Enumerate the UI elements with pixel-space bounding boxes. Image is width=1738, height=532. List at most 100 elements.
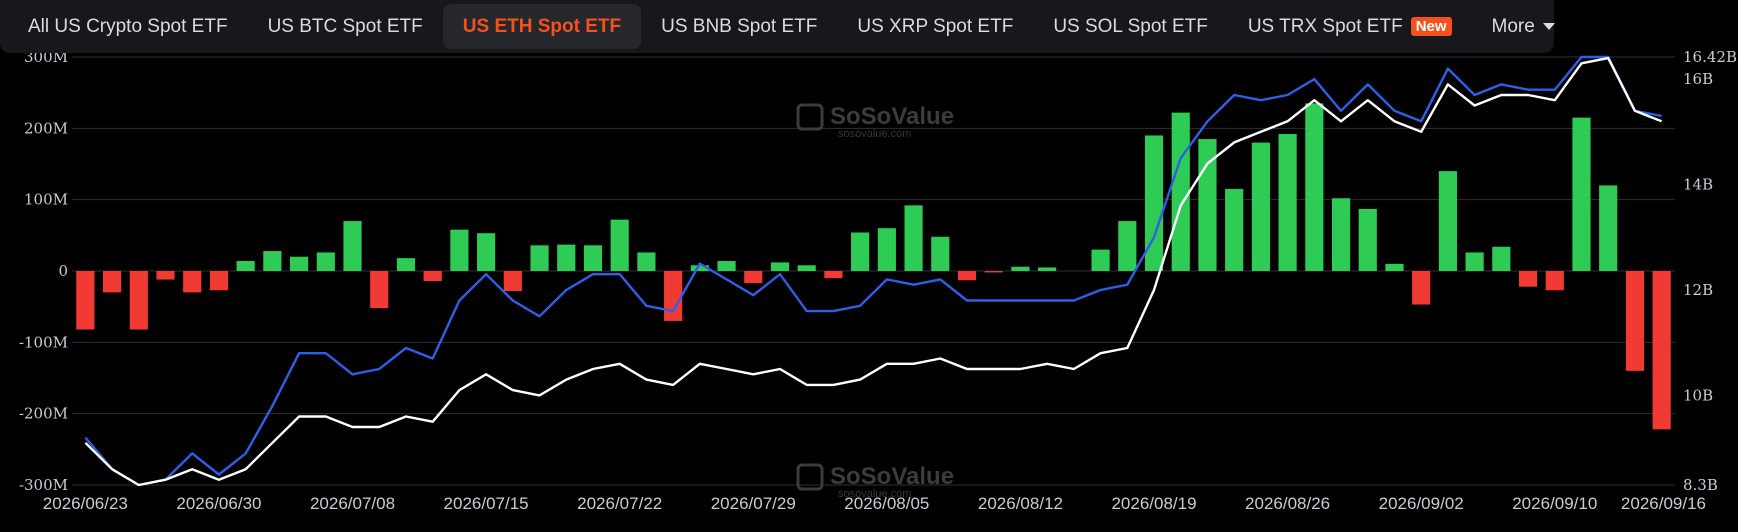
tab-us-eth-spot-etf[interactable]: US ETH Spot ETF bbox=[442, 4, 642, 49]
flow-bar[interactable] bbox=[717, 261, 736, 271]
watermark-url: sosovalue.com bbox=[838, 128, 911, 140]
flow-bar[interactable] bbox=[984, 271, 1003, 273]
flow-bar[interactable] bbox=[931, 236, 950, 271]
flow-bar[interactable] bbox=[129, 271, 148, 330]
flow-bar[interactable] bbox=[423, 271, 442, 281]
flow-bar[interactable] bbox=[102, 271, 122, 293]
x-axis-labels: 2026/06/23 2026/06/30 2026/07/08 2026/07/15… bbox=[43, 494, 1706, 513]
left-axis-tick-label: 200M bbox=[24, 119, 68, 137]
flow-bar[interactable] bbox=[1492, 246, 1511, 271]
flow-bar[interactable] bbox=[1038, 267, 1057, 271]
flow-bar[interactable] bbox=[76, 271, 95, 330]
flow-bar[interactable] bbox=[290, 256, 309, 271]
flow-bar[interactable] bbox=[343, 221, 362, 271]
x-axis-tick-label: 2026/09/16 bbox=[1621, 494, 1706, 513]
flow-bar[interactable] bbox=[1331, 198, 1351, 271]
left-axis-tick-label: -200M bbox=[19, 405, 68, 423]
tab-label: US XRP Spot ETF bbox=[857, 15, 1014, 37]
flow-bar[interactable] bbox=[851, 232, 870, 271]
flow-bar[interactable] bbox=[183, 271, 202, 293]
x-axis-tick-label: 2026/06/30 bbox=[176, 494, 261, 513]
value-lines bbox=[84, 55, 1663, 487]
flow-bar[interactable] bbox=[1144, 135, 1164, 271]
flow-bar[interactable] bbox=[1652, 271, 1671, 430]
flow-bar[interactable] bbox=[1118, 221, 1137, 271]
flow-bar[interactable] bbox=[664, 271, 683, 321]
flow-bar[interactable] bbox=[610, 219, 629, 271]
flow-bar[interactable] bbox=[1305, 103, 1324, 271]
new-badge: New bbox=[1410, 17, 1452, 36]
flow-bar[interactable] bbox=[1599, 185, 1618, 271]
flow-bar[interactable] bbox=[1572, 117, 1591, 271]
tab-label: More bbox=[1491, 15, 1535, 37]
flow-bar[interactable] bbox=[1438, 171, 1457, 271]
blue-value-line[interactable] bbox=[84, 55, 1662, 487]
flow-bar[interactable] bbox=[450, 229, 469, 271]
flow-bar[interactable] bbox=[1625, 271, 1645, 371]
left-axis-tick-label: 0 bbox=[58, 262, 68, 280]
flow-bar[interactable] bbox=[797, 265, 816, 271]
flow-bar[interactable] bbox=[1251, 142, 1270, 271]
flow-bar[interactable] bbox=[557, 244, 576, 271]
right-axis-tick-label: 12B bbox=[1683, 281, 1713, 299]
flow-bar[interactable] bbox=[957, 271, 977, 281]
flow-bars bbox=[76, 103, 1671, 430]
tab-label: US SOL Spot ETF bbox=[1053, 15, 1208, 37]
right-axis-tick-label: 8.3B bbox=[1683, 476, 1718, 494]
watermarks: SoSoValue sosovalue.com SoSoValue sosova… bbox=[796, 103, 954, 500]
flow-bar[interactable] bbox=[316, 252, 335, 271]
flow-bar[interactable] bbox=[503, 271, 522, 291]
flow-bar[interactable] bbox=[236, 261, 255, 271]
flow-bar[interactable] bbox=[1518, 271, 1538, 287]
flow-bar[interactable] bbox=[530, 245, 549, 271]
flow-bar[interactable] bbox=[583, 245, 603, 271]
tab-us-xrp-spot-etf[interactable]: US XRP Spot ETF bbox=[837, 4, 1033, 49]
flow-bar[interactable] bbox=[1358, 208, 1377, 271]
tab-all-us-crypto-spot-etf[interactable]: All US Crypto Spot ETF bbox=[8, 4, 248, 49]
x-axis-tick-label: 2026/09/02 bbox=[1379, 494, 1464, 513]
flow-bar[interactable] bbox=[1091, 249, 1110, 271]
flow-bar[interactable] bbox=[156, 271, 175, 280]
right-axis-tick-label: 16.42B bbox=[1683, 48, 1737, 66]
tab-us-btc-spot-etf[interactable]: US BTC Spot ETF bbox=[248, 4, 443, 49]
right-axis-tick-label: 14B bbox=[1683, 176, 1713, 194]
tab-us-sol-spot-etf[interactable]: US SOL Spot ETF bbox=[1033, 4, 1228, 49]
etf-tab-bar: All US Crypto Spot ETF US BTC Spot ETF U… bbox=[0, 0, 1555, 53]
tab-label: US BNB Spot ETF bbox=[661, 15, 818, 37]
tab-us-bnb-spot-etf[interactable]: US BNB Spot ETF bbox=[641, 4, 837, 49]
flow-bar[interactable] bbox=[370, 271, 389, 309]
flow-bar[interactable] bbox=[1278, 134, 1297, 271]
watermark-url: sosovalue.com bbox=[838, 488, 911, 500]
flow-bar[interactable] bbox=[1465, 252, 1484, 271]
flow-bar[interactable] bbox=[477, 233, 496, 271]
gridlines bbox=[72, 56, 1675, 486]
flow-bar[interactable] bbox=[690, 265, 709, 271]
x-axis-tick-label: 2026/08/12 bbox=[978, 494, 1063, 513]
flow-bar[interactable] bbox=[824, 271, 843, 279]
flow-bar[interactable] bbox=[263, 251, 282, 271]
white-value-line[interactable] bbox=[84, 56, 1663, 487]
watermark-brand: SoSoValue bbox=[830, 103, 954, 130]
flow-bar[interactable] bbox=[637, 252, 656, 271]
tab-label: US ETH Spot ETF bbox=[462, 15, 622, 37]
flow-bar[interactable] bbox=[1171, 112, 1190, 271]
tab-label: US TRX Spot ETF bbox=[1247, 15, 1403, 37]
flow-bar[interactable] bbox=[904, 205, 923, 271]
tab-label: US BTC Spot ETF bbox=[267, 15, 423, 37]
more-menu-button[interactable]: More bbox=[1472, 4, 1575, 49]
flow-bar[interactable] bbox=[770, 262, 790, 271]
right-axis-tick-label: 10B bbox=[1683, 386, 1713, 404]
tab-us-trx-spot-etf[interactable]: US TRX Spot ETF New bbox=[1228, 4, 1472, 49]
flow-bar[interactable] bbox=[1011, 266, 1030, 271]
flow-bar[interactable] bbox=[1385, 263, 1404, 271]
flow-bar[interactable] bbox=[1545, 271, 1564, 291]
flow-bar[interactable] bbox=[744, 271, 763, 284]
sosovalue-logo-icon bbox=[796, 103, 824, 131]
flow-bar[interactable] bbox=[877, 228, 896, 271]
flow-bar[interactable] bbox=[396, 258, 416, 271]
flow-bar[interactable] bbox=[1412, 271, 1431, 305]
x-axis-tick-label: 2026/08/19 bbox=[1111, 494, 1196, 513]
flow-bar[interactable] bbox=[1225, 188, 1244, 271]
flow-bar[interactable] bbox=[209, 271, 229, 291]
